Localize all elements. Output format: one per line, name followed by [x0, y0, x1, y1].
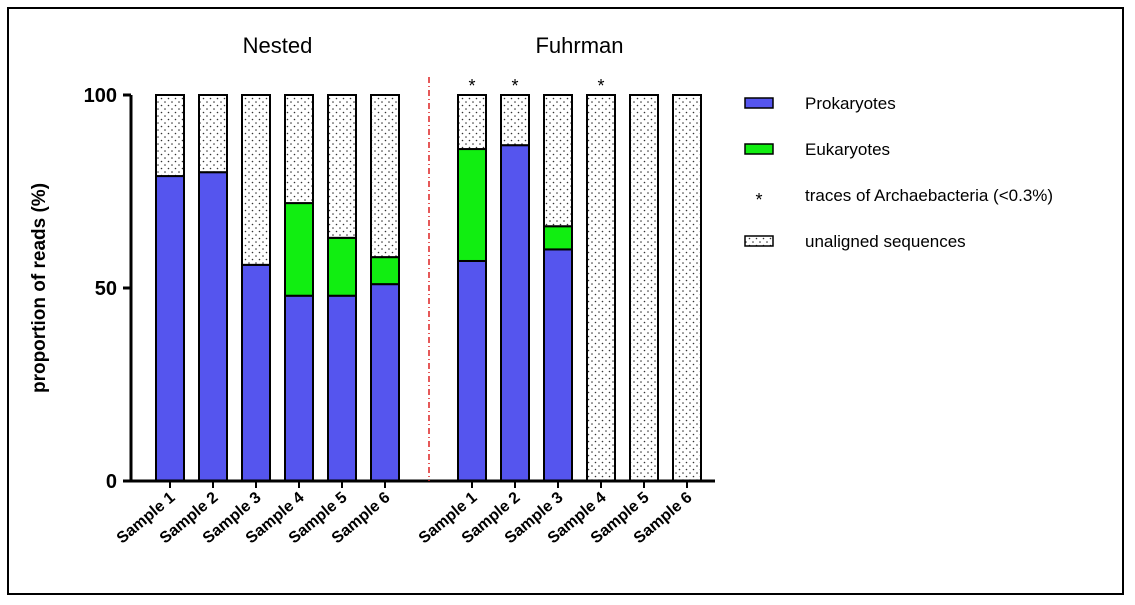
- archaea-trace-marker: *: [597, 76, 604, 96]
- bar-prokaryotes-3: [241, 263, 271, 482]
- legend-marker: *: [755, 190, 762, 210]
- archaea-trace-marker: *: [468, 76, 475, 96]
- bar-unaligned-sequences-4: [284, 94, 314, 205]
- bar-eukaryotes-5: [327, 236, 357, 297]
- bar-eukaryotes-4: [284, 202, 314, 297]
- bar-prokaryotes-6: [370, 283, 400, 483]
- axes-layer: [123, 77, 715, 488]
- bar-prokaryotes-1: [155, 175, 185, 482]
- figure-frame: Sample 1 Sample 2 Sample 3 Sample 4 Sample 5…: [7, 7, 1124, 595]
- legend: Prokaryotes Eukaryotes * traces of Archaeba…: [744, 94, 1053, 251]
- bar-unaligned-sequences-1: [155, 94, 185, 178]
- y-tick-label: 0: [106, 471, 117, 493]
- bar-unaligned-sequences-6: [370, 94, 400, 259]
- bar-unaligned-sequences-12: [672, 94, 702, 482]
- bar-unaligned-sequences-11: [629, 94, 659, 482]
- bar-unaligned-sequences-5: [327, 94, 357, 239]
- legend-swatch: [744, 143, 774, 155]
- y-axis-label: proportion of reads (%): [29, 183, 50, 393]
- legend-label: traces of Archaebacteria (<0.3%): [805, 186, 1053, 205]
- bar-prokaryotes-7: [457, 259, 487, 482]
- bar-eukaryotes-9: [543, 225, 573, 251]
- bar-prokaryotes-9: [543, 248, 573, 482]
- legend-label: Eukaryotes: [805, 140, 890, 159]
- bar-unaligned-sequences-9: [543, 94, 573, 228]
- bar-prokaryotes-5: [327, 294, 357, 482]
- legend-swatch: [744, 235, 774, 247]
- y-tick-label: 100: [84, 85, 117, 107]
- bar-unaligned-sequences-8: [500, 94, 530, 147]
- group-title: Nested: [243, 33, 313, 58]
- legend-label: Prokaryotes: [805, 94, 896, 113]
- y-tick-label: 50: [95, 278, 117, 300]
- legend-swatch: [744, 97, 774, 109]
- archaea-trace-marker: *: [511, 76, 518, 96]
- bar-prokaryotes-8: [500, 144, 530, 482]
- bar-unaligned-sequences-7: [457, 94, 487, 151]
- group-title: Fuhrman: [535, 33, 623, 58]
- bar-unaligned-sequences-3: [241, 94, 271, 266]
- bar-eukaryotes-6: [370, 256, 400, 286]
- bar-unaligned-sequences-10: [586, 94, 616, 482]
- bars-layer: [155, 94, 702, 483]
- bar-prokaryotes-4: [284, 294, 314, 482]
- bar-unaligned-sequences-2: [198, 94, 228, 174]
- bar-prokaryotes-2: [198, 171, 228, 482]
- legend-label: unaligned sequences: [805, 232, 966, 251]
- bar-eukaryotes-7: [457, 148, 487, 262]
